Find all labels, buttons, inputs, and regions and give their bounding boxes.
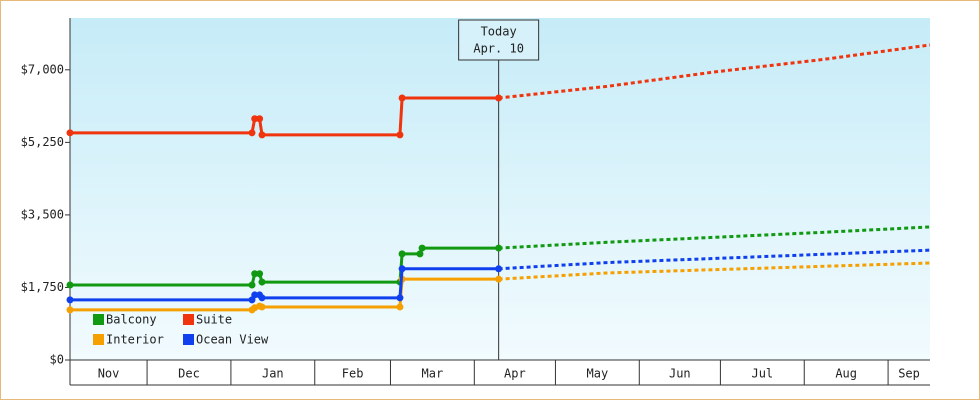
legend-label: Interior [106,333,164,347]
y-tick-label: $3,500 [21,207,64,221]
point [418,244,426,252]
point [396,131,404,139]
today-box [458,19,540,61]
x-tick-label: Sep [898,367,920,381]
point [398,94,406,102]
y-tick-label: $5,250 [21,135,64,149]
x-tick-label: Aug [835,367,857,381]
x-tick-label: Mar [422,367,444,381]
y-tick-label: $1,750 [21,280,64,294]
legend-label: Suite [196,313,232,327]
point [495,244,503,252]
y-tick-label: $7,000 [21,62,64,76]
x-tick-label: Jan [262,367,284,381]
legend-swatch [93,334,104,345]
point [66,296,74,304]
y-tick-label: $0 [50,353,64,367]
point [248,129,256,137]
forecast-line [498,248,931,271]
point [495,265,503,273]
x-tick-label: Jul [751,367,773,381]
forecast-line [498,261,931,281]
x-tick-label: May [587,367,609,381]
point [66,129,74,137]
x-tick-label: Apr [504,367,526,381]
point [258,303,266,311]
point [66,281,74,289]
x-tick-label: Feb [342,367,364,381]
legend-label: Ocean View [196,333,269,347]
legend-label: Balcony [106,313,157,327]
point [495,275,503,283]
legend-swatch [93,314,104,325]
point [251,270,259,278]
point [258,294,266,302]
plot-area [70,18,930,360]
point [398,265,406,273]
point [398,250,406,258]
point [416,250,424,258]
point [396,294,404,302]
today-label: Apr. 10 [473,42,524,56]
point [256,270,264,278]
point [258,278,266,286]
legend-swatch [183,314,194,325]
forecast-line [498,43,931,100]
x-tick-label: Nov [98,367,120,381]
point [396,303,404,311]
today-label: Today [481,25,517,39]
point [256,115,264,123]
point [251,115,259,123]
point [251,291,259,299]
point [495,94,503,102]
point [248,281,256,289]
x-tick-label: Dec [178,367,200,381]
forecast-line [498,225,931,250]
legend-swatch [183,334,194,345]
x-tick-label: Jun [669,367,691,381]
point [66,306,74,314]
point [258,131,266,139]
